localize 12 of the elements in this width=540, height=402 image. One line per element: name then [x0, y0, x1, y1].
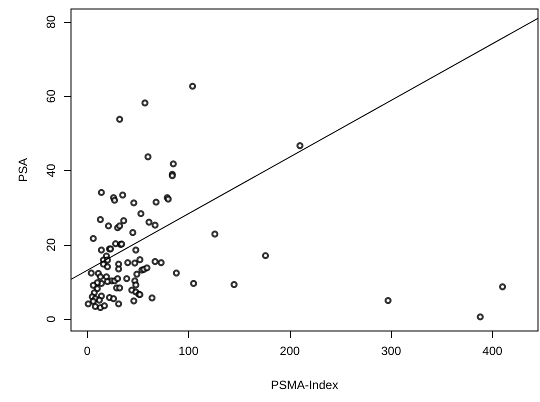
y-tick-label: 0 — [44, 315, 58, 322]
y-tick-label: 80 — [44, 15, 58, 29]
x-tick-label: 100 — [178, 344, 199, 358]
y-axis-title: PSA — [16, 158, 30, 182]
x-axis-title: PSMA-Index — [270, 378, 338, 392]
x-tick-label: 0 — [84, 344, 91, 358]
y-tick-label: 60 — [44, 89, 58, 103]
y-tick-label: 20 — [44, 238, 58, 252]
x-tick-label: 300 — [381, 344, 402, 358]
x-tick-label: 400 — [482, 344, 503, 358]
x-tick-label: 200 — [280, 344, 300, 358]
y-tick-label: 40 — [44, 164, 58, 178]
